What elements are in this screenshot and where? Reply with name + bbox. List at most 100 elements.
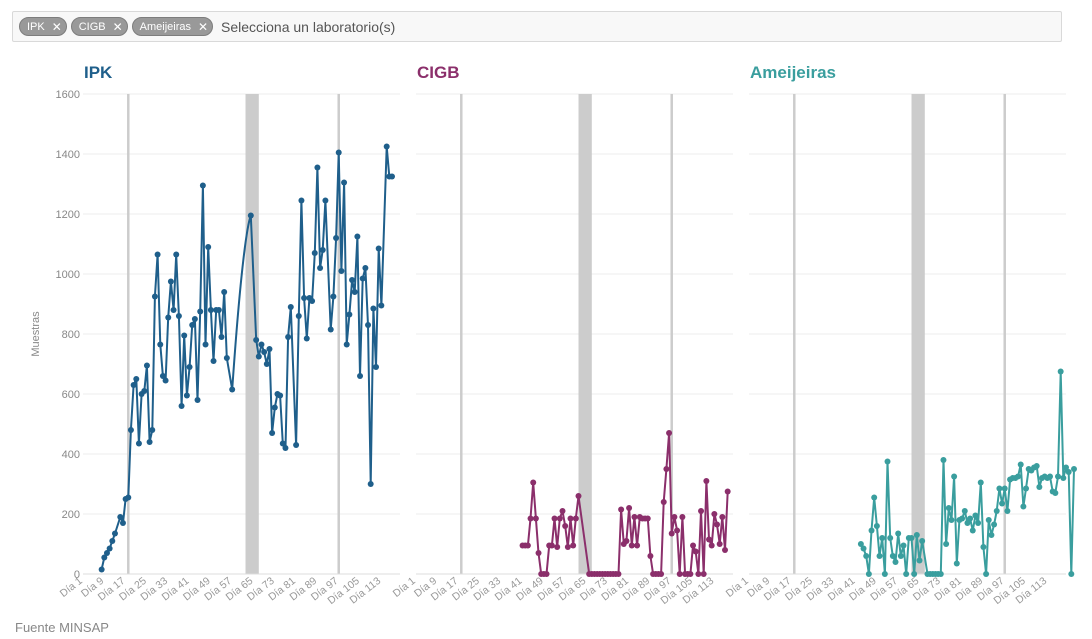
y-tick-label: 1400	[56, 149, 80, 161]
data-point	[151, 293, 158, 300]
tag-label: Ameijeiras	[139, 20, 191, 33]
x-tick-label: Día 1	[58, 575, 85, 600]
data-point	[298, 197, 305, 204]
data-point	[1023, 485, 1030, 492]
panel-title: CIGB	[417, 63, 460, 82]
data-point	[319, 247, 326, 253]
data-point	[1033, 463, 1040, 469]
data-point	[698, 508, 705, 514]
data-point	[919, 538, 926, 544]
data-point	[247, 212, 254, 219]
data-point	[173, 251, 180, 258]
data-point	[338, 268, 345, 274]
data-point	[170, 307, 177, 313]
data-point	[383, 143, 390, 150]
data-point	[623, 538, 630, 544]
data-point	[317, 265, 324, 271]
data-point	[887, 535, 894, 541]
data-point	[186, 364, 193, 370]
data-point	[679, 514, 686, 520]
data-point	[671, 514, 678, 520]
data-point	[335, 149, 342, 156]
data-point	[215, 307, 222, 313]
y-tick-label: 400	[62, 449, 80, 461]
data-point	[897, 553, 904, 559]
data-point	[660, 499, 667, 505]
tag-ipk[interactable]: IPK ✕	[19, 17, 67, 36]
data-point	[663, 466, 670, 472]
data-point	[183, 392, 190, 399]
data-point	[668, 530, 675, 537]
data-point	[191, 316, 198, 322]
data-point	[178, 403, 185, 409]
data-point	[985, 517, 992, 523]
data-point	[572, 515, 579, 522]
data-point	[194, 397, 201, 403]
tag-cigb[interactable]: CIGB ✕	[70, 17, 128, 36]
data-point	[892, 559, 899, 565]
data-point	[111, 530, 118, 537]
y-axis-label: Muestras	[30, 311, 42, 357]
data-point	[977, 479, 984, 486]
data-point	[575, 493, 582, 499]
data-point	[127, 427, 134, 433]
source-note: Fuente MINSAP	[15, 620, 109, 635]
data-point	[1065, 469, 1072, 475]
data-point	[375, 245, 382, 252]
data-point	[634, 542, 641, 549]
data-point	[261, 349, 268, 355]
data-point	[322, 197, 329, 204]
data-point	[255, 353, 262, 360]
data-point	[287, 304, 294, 310]
data-point	[373, 364, 380, 370]
y-tick-label: 200	[62, 509, 80, 521]
close-icon[interactable]: ✕	[197, 19, 209, 34]
data-point	[964, 520, 971, 526]
y-tick-label: 800	[62, 329, 80, 341]
close-icon[interactable]: ✕	[51, 19, 62, 34]
data-point	[543, 571, 550, 577]
data-point	[199, 182, 206, 189]
series-line	[860, 370, 1075, 575]
data-point	[959, 515, 966, 522]
data-point	[961, 508, 968, 514]
data-point	[370, 305, 377, 312]
data-point	[988, 532, 995, 538]
data-point	[197, 308, 204, 315]
data-point	[146, 439, 153, 445]
data-point	[570, 542, 577, 549]
data-point	[719, 514, 726, 520]
data-point	[133, 376, 140, 382]
data-point	[101, 554, 108, 561]
data-point	[106, 545, 113, 552]
data-point	[687, 571, 694, 577]
tag-label: CIGB	[78, 20, 106, 33]
data-point	[1060, 475, 1067, 481]
data-point	[527, 515, 534, 522]
data-point	[708, 542, 715, 549]
data-point	[692, 548, 699, 555]
data-point	[564, 544, 571, 550]
data-point	[367, 481, 374, 487]
data-point	[1055, 473, 1062, 480]
data-point	[703, 478, 710, 484]
data-point	[223, 355, 230, 361]
data-point	[695, 571, 702, 577]
data-point	[937, 571, 944, 577]
close-icon[interactable]: ✕	[112, 19, 123, 34]
data-point	[948, 517, 955, 523]
data-point	[913, 532, 920, 538]
data-point	[618, 506, 625, 513]
filter-placeholder[interactable]: Selecciona un laboratorio(s)	[221, 18, 396, 35]
data-point	[327, 326, 334, 333]
data-point	[309, 298, 316, 304]
lab-filter-multiselect[interactable]: IPK ✕ CIGB ✕ Ameijeiras ✕ Selecciona un …	[12, 11, 1062, 42]
data-point	[218, 334, 225, 340]
data-point	[314, 164, 321, 171]
data-point	[967, 515, 974, 522]
data-point	[666, 430, 673, 436]
tag-ameijeiras[interactable]: Ameijeiras ✕	[131, 17, 213, 36]
data-point	[556, 515, 563, 522]
data-point	[351, 289, 358, 295]
data-point	[117, 514, 124, 520]
